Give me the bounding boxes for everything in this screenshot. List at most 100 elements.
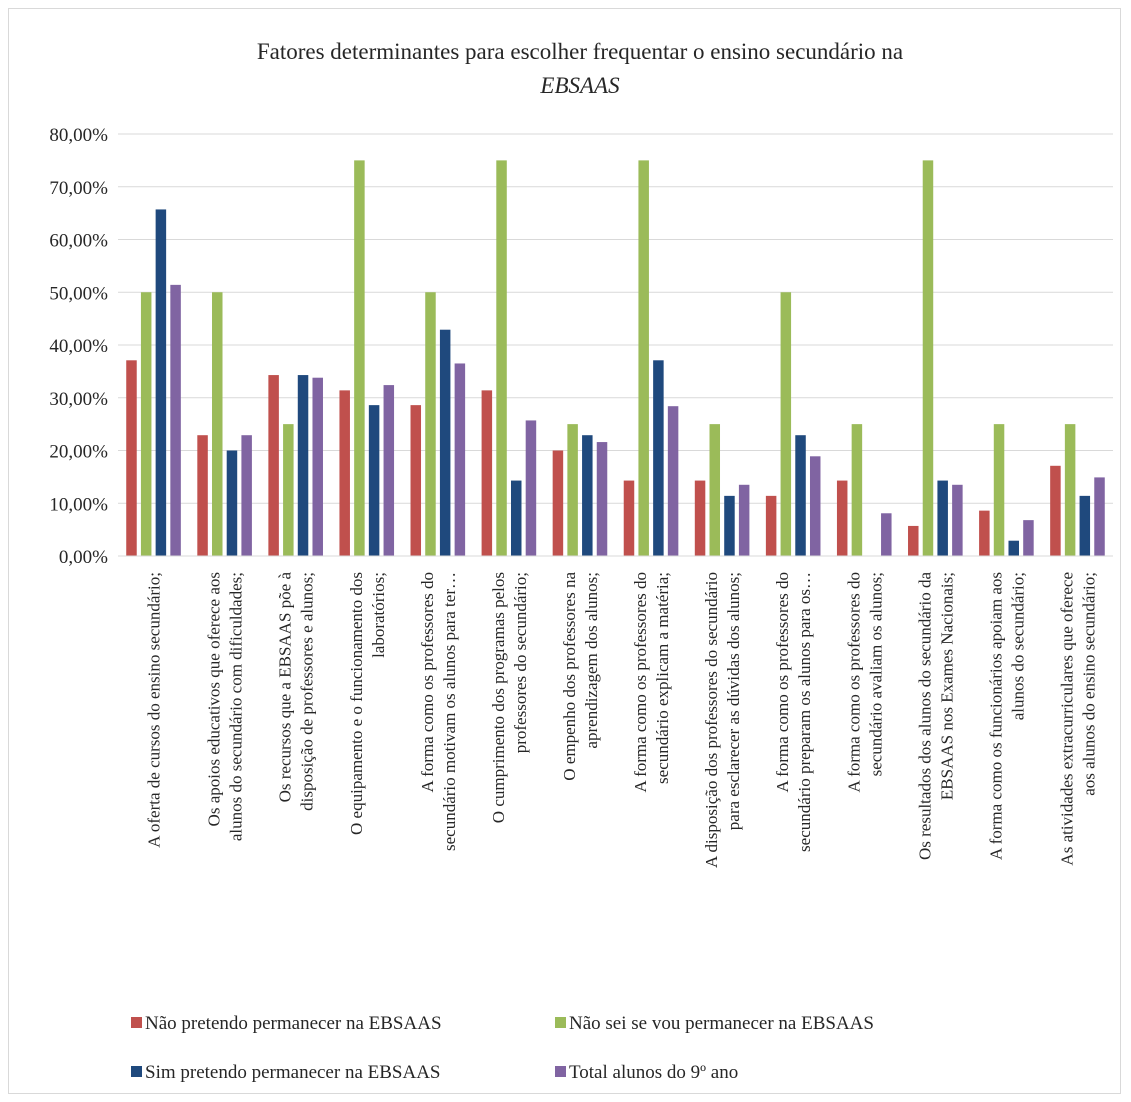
bar <box>439 329 451 556</box>
category-labels: A oferta de cursos do ensino secundário;… <box>145 572 1099 868</box>
legend-swatch <box>131 1066 142 1077</box>
category-label: secundário explicam a matéria; <box>653 572 672 784</box>
bar <box>283 424 294 556</box>
category-label: A oferta de cursos do ensino secundário; <box>145 572 164 848</box>
bar <box>709 424 721 556</box>
category-label: aprendizagem dos alunos; <box>582 572 601 749</box>
bar <box>979 510 990 556</box>
bar <box>226 450 238 556</box>
bar <box>694 480 706 556</box>
bar <box>738 484 750 556</box>
category-label: O empenho dos professores na <box>560 572 579 781</box>
bar <box>312 377 323 556</box>
category-label: secundário avaliam os alunos; <box>866 572 885 776</box>
category-label: O equipamento e o funcionamento dos <box>347 572 366 835</box>
category-label: professores do secundário; <box>511 572 530 753</box>
bar <box>1023 520 1034 556</box>
y-tick-label: 80,00% <box>49 125 108 146</box>
category-label: Os resultados dos alunos do secundário d… <box>915 572 934 860</box>
bar <box>638 160 649 556</box>
bar <box>241 435 252 556</box>
bar <box>623 480 635 556</box>
bar <box>765 495 777 556</box>
bar <box>908 525 919 556</box>
category-label: alunos do secundário; <box>1008 572 1027 720</box>
category-label: As atividades extracurriculares que ofer… <box>1057 572 1076 866</box>
bar <box>170 284 181 556</box>
bar <box>667 406 679 556</box>
bar <box>937 480 948 556</box>
bar <box>268 375 279 556</box>
legend-label: Total alunos do 9º ano <box>569 1062 738 1083</box>
legend: Não pretendo permanecer na EBSAAS Não sei… <box>131 1013 874 1083</box>
category-label: A forma como os professores do <box>631 572 650 793</box>
category-label: alunos do secundário com dificuldades; <box>227 572 246 841</box>
bar <box>922 160 934 556</box>
bar <box>780 292 792 556</box>
category-label: A forma como os professores do <box>844 572 863 793</box>
bar <box>481 390 493 556</box>
bars <box>126 160 1105 556</box>
y-tick-label: 50,00% <box>49 283 108 304</box>
bar <box>724 495 735 556</box>
bar <box>496 160 507 556</box>
category-label: Os recursos que a EBSAAS põe à <box>276 572 295 803</box>
bar <box>126 360 137 556</box>
category-label: O cumprimento dos programas pelos <box>489 572 508 823</box>
y-axis-ticks: 0,00% 10,00% 20,00% 30,00% 40,00% 50,00% 60,00… <box>49 125 108 568</box>
bar <box>836 480 848 556</box>
bar <box>1050 465 1061 556</box>
gridlines <box>118 133 1113 504</box>
bar <box>552 450 564 556</box>
legend-swatch <box>555 1017 566 1028</box>
bar <box>567 424 578 556</box>
category-label: A forma como os funcionários apoiam aos <box>986 572 1005 860</box>
bar <box>582 435 593 556</box>
y-tick-label: 30,00% <box>49 389 108 410</box>
bar <box>952 484 963 556</box>
bar <box>851 424 863 556</box>
bar <box>354 160 365 556</box>
category-label: aos alunos do ensino secundário; <box>1079 572 1098 796</box>
bar <box>297 375 309 556</box>
bar <box>454 363 466 556</box>
y-tick-label: 0,00% <box>59 547 108 568</box>
bar <box>1079 495 1091 556</box>
bar <box>510 480 522 556</box>
bar <box>596 442 608 556</box>
category-label: disposição de professores e alunos; <box>298 572 317 811</box>
bar <box>1064 424 1076 556</box>
bar <box>881 513 892 556</box>
chart-title-line2: EBSAAS <box>539 73 620 98</box>
bar <box>212 292 223 556</box>
bar <box>339 390 350 556</box>
bar <box>368 405 380 556</box>
bar <box>809 456 821 556</box>
bar <box>140 292 152 556</box>
legend-label: Sim pretendo permanecer na EBSAAS <box>145 1062 440 1083</box>
y-tick-label: 10,00% <box>49 494 108 515</box>
bar <box>795 435 806 556</box>
bar <box>525 420 537 556</box>
category-label: Os apoios educativos que oferece aos <box>205 572 224 826</box>
bar <box>653 360 664 556</box>
bar <box>993 424 1005 556</box>
category-label: para esclarecer as dúvidas dos alunos; <box>724 572 743 830</box>
chart-frame <box>8 8 1121 1094</box>
legend-swatch <box>555 1066 566 1077</box>
chart-title: Fatores determinantes para escolher freq… <box>257 39 903 64</box>
bar <box>425 292 436 556</box>
category-label: secundário motivam os alunos para ter… <box>440 572 459 851</box>
y-tick-label: 70,00% <box>49 178 108 199</box>
y-tick-label: 60,00% <box>49 231 108 252</box>
bar <box>155 209 167 556</box>
bar <box>410 405 422 556</box>
category-label: A forma como os professores do <box>418 572 437 793</box>
category-label: EBSAAS nos Exames Nacionais; <box>937 572 956 800</box>
y-tick-label: 20,00% <box>49 442 108 463</box>
legend-label: Não pretendo permanecer na EBSAAS <box>145 1013 442 1034</box>
bar <box>1094 477 1105 556</box>
legend-label: Não sei se vou permanecer na EBSAAS <box>569 1013 874 1034</box>
bar <box>1008 540 1019 556</box>
